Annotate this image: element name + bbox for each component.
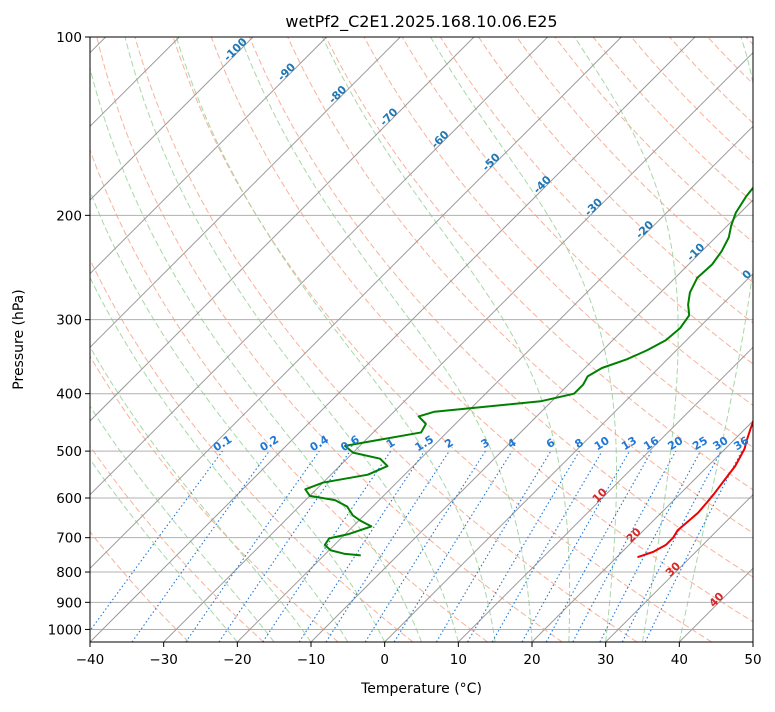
moist-adiabat-line bbox=[430, 37, 618, 642]
mixing-ratio-line bbox=[572, 450, 677, 642]
isotherm-line bbox=[531, 420, 753, 642]
dry-adiabat-line bbox=[134, 37, 638, 642]
dry-adiabat-line bbox=[363, 37, 753, 448]
mixing-ratio-line bbox=[467, 450, 580, 642]
y-tick-label: 100 bbox=[56, 30, 82, 46]
dry-adiabat-line bbox=[210, 37, 753, 623]
moist-adiabat-line bbox=[322, 37, 571, 642]
axes: −40 −30 −20 −10 0 10 20 30 40 50 100 200 300 400 500 60… bbox=[48, 30, 762, 668]
dry-adiabat-line bbox=[90, 530, 190, 642]
dry-adiabat-line bbox=[516, 37, 753, 284]
moist-adiabat-line bbox=[90, 458, 238, 642]
dry-adiabat-line bbox=[287, 37, 753, 534]
y-axis-label: Pressure (hPa) bbox=[11, 289, 27, 389]
mixing-ratio-line bbox=[491, 450, 603, 642]
moist-adiabat-line bbox=[90, 189, 386, 642]
dry-adiabat-line bbox=[90, 258, 414, 642]
x-axis-label: Temperature (°C) bbox=[360, 681, 482, 697]
mixing-ratio-line bbox=[521, 450, 630, 642]
isotherm-line bbox=[90, 37, 475, 422]
temperature-profile-line bbox=[637, 418, 753, 559]
moist-adiabat-line bbox=[90, 345, 312, 642]
isotherm-line bbox=[163, 51, 753, 642]
isotherm-line bbox=[457, 346, 753, 642]
moist-adiabat-line bbox=[90, 405, 275, 642]
isotherm-line bbox=[90, 37, 254, 201]
moist-adiabat-line bbox=[90, 66, 422, 642]
isotherm-line bbox=[90, 37, 622, 570]
dry-adiabat-line bbox=[630, 37, 753, 164]
isotherm-line bbox=[90, 37, 696, 642]
y-tick-label: 800 bbox=[56, 565, 82, 581]
mixing-ratio-line bbox=[90, 450, 223, 632]
x-tick-label: 30 bbox=[597, 652, 614, 668]
isotherm-line bbox=[384, 272, 753, 642]
x-tick-label: −40 bbox=[76, 652, 105, 668]
x-tick-label: 50 bbox=[744, 652, 761, 668]
x-tick-label: 20 bbox=[523, 652, 540, 668]
moist-adiabat-line bbox=[239, 37, 533, 642]
mixing-ratio-line bbox=[435, 450, 552, 642]
y-tick-label: 200 bbox=[56, 208, 82, 224]
isotherm-line bbox=[605, 493, 753, 642]
mixing-ratio-line bbox=[218, 450, 351, 642]
mixing-ratio-line bbox=[185, 450, 320, 642]
y-tick-label: 900 bbox=[56, 595, 82, 611]
y-tick-label: 300 bbox=[56, 313, 82, 329]
sounding-profiles bbox=[304, 186, 753, 559]
dry-adiabat-line bbox=[478, 37, 753, 324]
x-tick-label: −30 bbox=[149, 652, 178, 668]
dewpoint-profile-line bbox=[304, 186, 753, 557]
moist-adiabat-line bbox=[678, 37, 753, 642]
dry-adiabat-line bbox=[592, 37, 753, 203]
plot-frame bbox=[89, 36, 754, 643]
mixing-ratio-line bbox=[131, 450, 270, 642]
y-tick-label: 600 bbox=[56, 491, 82, 507]
x-tick-label: 10 bbox=[450, 652, 467, 668]
x-tick-label: −10 bbox=[297, 652, 326, 668]
dry-adiabat-line bbox=[249, 37, 753, 578]
isotherm-line bbox=[90, 37, 401, 349]
moist-adiabat-line bbox=[90, 276, 349, 642]
mixing-ratio-line bbox=[545, 450, 653, 642]
y-tick-label: 500 bbox=[56, 444, 82, 460]
y-tick-label: 700 bbox=[56, 531, 82, 547]
x-tick-label: 0 bbox=[380, 652, 389, 668]
dry-adiabat-line bbox=[325, 37, 753, 491]
isotherm-line bbox=[90, 37, 328, 275]
y-tick-label: 1000 bbox=[48, 622, 82, 638]
dry-adiabat-line bbox=[96, 37, 563, 642]
isotherm-line bbox=[236, 125, 753, 642]
chart-title: wetPf2_C2E1.2025.168.10.06.E25 bbox=[285, 12, 557, 32]
mixing-ratio-line bbox=[325, 450, 450, 642]
moist-adiabat-line bbox=[124, 37, 459, 642]
background-lines bbox=[90, 37, 753, 642]
moist-adiabat-line bbox=[175, 37, 496, 642]
dry-adiabat-line bbox=[554, 37, 753, 243]
mixing-ratio-line bbox=[364, 450, 486, 642]
dry-adiabat-line bbox=[439, 37, 753, 365]
moist-adiabat-line bbox=[574, 37, 679, 642]
dry-adiabat-line bbox=[90, 148, 488, 642]
x-tick-label: 40 bbox=[671, 652, 688, 668]
isotherm-line bbox=[90, 37, 549, 496]
isotherm-line bbox=[310, 199, 753, 642]
mixing-ratio-line bbox=[393, 450, 513, 642]
x-tick-label: −20 bbox=[223, 652, 252, 668]
y-tick-label: 400 bbox=[56, 387, 82, 403]
